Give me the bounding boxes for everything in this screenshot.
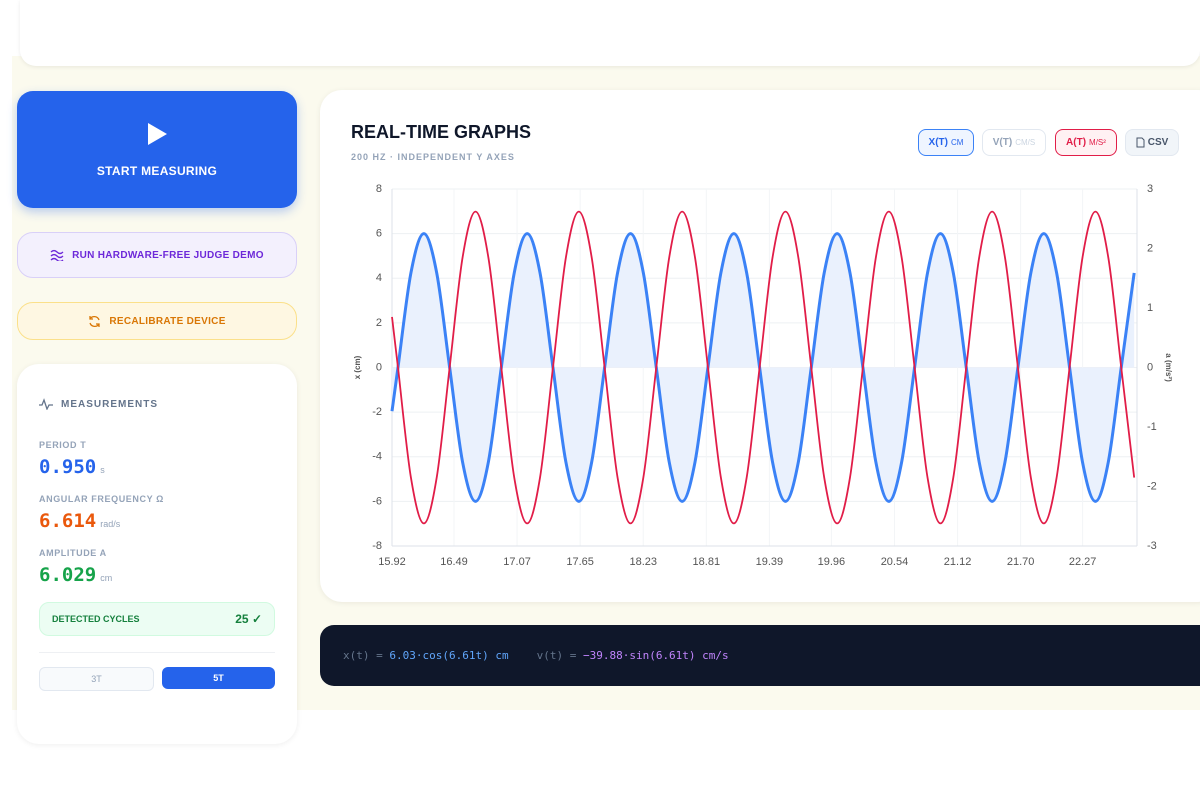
legend-name: a(t) — [1066, 137, 1087, 148]
equation-bar: x(t) = 6.03·cos(6.61t) cm v(t) = −39.88·… — [320, 625, 1200, 686]
x-tick-label: 21.12 — [944, 556, 972, 568]
measurement: ANGULAR FREQUENCY Ω 6.614 rad/s — [39, 494, 275, 532]
y-axis-label: x (cm) — [353, 355, 362, 379]
measurement-value: 6.614 — [39, 510, 97, 532]
window-button[interactable]: 5T — [162, 667, 275, 689]
x-tick-label: 19.96 — [818, 556, 846, 568]
demo-button[interactable]: RUN HARDWARE-FREE JUDGE DEMO — [17, 232, 297, 278]
y-tick-label: -4 — [372, 451, 382, 463]
y-tick-label: 4 — [376, 272, 382, 284]
measurement-unit: cm — [100, 573, 113, 583]
y2-tick-label: 1 — [1147, 302, 1153, 314]
wave-icon — [50, 249, 64, 261]
chart-title: REAL-TIME GRAPHS — [351, 122, 531, 142]
y-tick-label: -6 — [372, 495, 382, 507]
cycles-box: DETECTED CYCLES 25 ✓ — [39, 602, 275, 636]
measurement-label: ANGULAR FREQUENCY Ω — [39, 494, 164, 504]
measurement-label: AMPLITUDE A — [39, 548, 107, 558]
chart-subtitle: 200 HZ · INDEPENDENT Y AXES — [351, 152, 515, 162]
y2-tick-label: 0 — [1147, 361, 1153, 373]
file-icon — [1136, 137, 1145, 148]
check-icon: ✓ — [251, 612, 262, 626]
x-tick-label: 17.07 — [503, 556, 531, 568]
equation-lhs: x(t) = — [343, 649, 383, 662]
x-tick-label: 17.65 — [566, 556, 594, 568]
measurements-title: MEASUREMENTS — [61, 398, 159, 410]
y-tick-label: 6 — [376, 228, 382, 240]
start-label: START MEASURING — [96, 163, 218, 178]
y2-tick-label: -3 — [1147, 540, 1157, 552]
line — [391, 210, 1136, 525]
measurement-list: PERIOD T 0.950 s ANGULAR FREQUENCY Ω 6.614… — [39, 440, 275, 586]
csv-button[interactable]: CSV — [1125, 129, 1179, 156]
equation: v(t) = −39.88·sin(6.61t) cm/s — [537, 649, 729, 662]
play-icon — [148, 122, 167, 145]
y2-tick-label: 2 — [1147, 242, 1153, 254]
pulse-icon — [39, 398, 53, 410]
measurements-card: MEASUREMENTS PERIOD T 0.950 s ANGULAR FREQ… — [17, 364, 297, 744]
y-tick-label: -8 — [372, 540, 382, 552]
x-tick-label: 18.81 — [693, 556, 721, 568]
equation: x(t) = 6.03·cos(6.61t) cm — [343, 649, 509, 662]
x-tick-label: 20.54 — [881, 556, 909, 568]
legend-toggle[interactable]: x(t) cm — [918, 129, 974, 156]
window-buttons: 3T 5T — [39, 652, 275, 691]
demo-label: RUN HARDWARE-FREE JUDGE DEMO — [72, 249, 264, 261]
header-card — [20, 0, 1200, 66]
measurement-unit: s — [100, 465, 105, 475]
y2-tick-label: -1 — [1147, 421, 1157, 433]
x-tick-label: 16.49 — [440, 556, 468, 568]
window-button[interactable]: 3T — [39, 667, 154, 691]
refresh-icon — [89, 315, 100, 327]
legend-unit: cm — [951, 138, 964, 147]
start-button[interactable]: START MEASURING — [17, 91, 297, 208]
measurement-value: 6.029 — [39, 564, 97, 586]
measurement: PERIOD T 0.950 s — [39, 440, 275, 478]
recalibrate-button[interactable]: RECALIBRATE DEVICE — [17, 302, 297, 340]
legend-unit: cm/s — [1015, 138, 1036, 147]
x-tick-label: 19.39 — [756, 556, 784, 568]
legend-unit: m/s² — [1089, 138, 1106, 147]
y-tick-label: 8 — [376, 183, 382, 195]
recalibrate-label: RECALIBRATE DEVICE — [109, 315, 226, 327]
cycles-label: DETECTED CYCLES — [52, 614, 140, 624]
x-tick-label: 22.27 — [1069, 556, 1097, 568]
y-tick-label: 2 — [376, 317, 382, 329]
x-tick-label: 15.92 — [378, 556, 406, 568]
x-tick-label: 18.23 — [629, 556, 657, 568]
legend-toggle[interactable]: a(t) m/s² — [1055, 129, 1117, 156]
area — [392, 233, 1135, 502]
equation-lhs: v(t) = — [536, 649, 577, 662]
y2-tick-label: 3 — [1147, 183, 1153, 195]
cycles-value: 25 — [235, 612, 249, 626]
cycles-value-group: 25 ✓ — [235, 612, 262, 626]
equation-rhs: −39.88·sin(6.61t) cm/s — [582, 649, 729, 662]
legend-name: x(t) — [928, 137, 948, 148]
legend-name: v(t) — [992, 137, 1013, 148]
measurement-unit: rad/s — [100, 519, 121, 529]
y2-axis-label: a (m/s²) — [1164, 353, 1173, 382]
measurements-header: MEASUREMENTS — [39, 398, 275, 410]
y-tick-label: 0 — [376, 361, 382, 373]
y-tick-label: -2 — [372, 406, 382, 418]
measurement-label: PERIOD T — [39, 440, 87, 450]
measurement: AMPLITUDE A 6.029 cm — [39, 548, 275, 586]
x-tick-label: 21.70 — [1007, 556, 1035, 568]
measurement-value: 0.950 — [39, 456, 97, 478]
csv-label: CSV — [1147, 137, 1169, 148]
equation-rhs: 6.03·cos(6.61t) cm — [389, 649, 509, 662]
legend-toggle[interactable]: v(t) cm/s — [982, 129, 1046, 156]
y2-tick-label: -2 — [1147, 480, 1157, 492]
